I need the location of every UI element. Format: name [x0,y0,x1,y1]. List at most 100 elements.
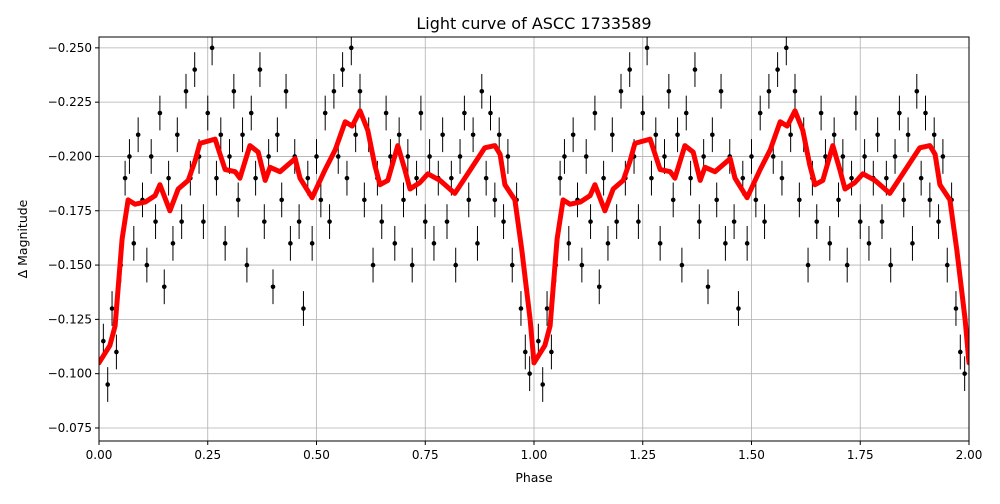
data-point [683,110,689,116]
data-point [601,175,606,181]
data-point [540,382,545,387]
data-point [331,89,337,94]
observation-points [101,37,967,402]
data-point [227,154,232,159]
data-point [679,262,685,268]
x-tick-label: 0.25 [194,448,221,462]
x-axis-label: Phase [515,470,553,485]
x-tick-label: 1.00 [521,448,548,462]
y-tick-label: −0.100 [48,367,92,381]
data-point [440,132,445,138]
data-point [318,197,324,203]
data-point [453,262,459,268]
data-point [644,45,650,51]
data-point [757,110,763,116]
data-point [840,154,846,159]
x-tick-label: 1.75 [847,448,874,462]
data-point [705,284,711,290]
data-point [857,219,863,224]
data-point [349,45,354,51]
axis-ticks: 0.00 0.25 0.50 0.75 1.00 1.25 1.50 1.75 2.00 −0.2… [48,41,983,462]
data-point [557,175,563,181]
data-point [288,241,293,246]
data-point [170,241,176,246]
data-point [844,262,850,268]
data-point [897,110,902,116]
data-point [509,262,515,268]
data-point [718,89,724,94]
data-point [714,197,719,203]
data-point [392,241,398,246]
data-point [640,110,646,116]
y-tick-label: −0.250 [48,41,92,55]
data-point [888,262,893,268]
data-point [570,132,576,138]
data-point [501,219,506,224]
data-point [305,175,311,181]
data-point [610,132,615,138]
data-point [536,338,541,344]
data-point [962,371,967,376]
data-point [205,110,211,116]
data-point [314,154,319,159]
data-point [192,67,197,72]
data-point [122,175,128,181]
data-point [396,132,402,138]
data-point [209,45,215,51]
data-point [131,241,137,246]
data-point [779,175,785,181]
data-point [179,219,184,224]
data-point [770,154,776,159]
data-point [340,67,345,72]
data-point [114,349,119,355]
data-point [953,306,959,311]
data-point [144,262,150,268]
data-point [666,89,672,94]
data-point [627,67,632,72]
model-line [99,108,537,366]
data-point [614,219,619,224]
data-point [327,219,332,224]
data-point [918,175,924,181]
data-point [253,175,258,181]
data-point [958,349,963,355]
data-point [618,89,624,94]
data-point [475,241,480,246]
data-point [127,154,132,159]
data-point [275,132,280,138]
data-point [370,262,376,268]
data-point [283,89,289,94]
data-point [405,154,411,159]
data-point [592,110,598,116]
data-point [818,110,824,116]
data-point [279,197,285,203]
y-tick-label: −0.125 [48,312,92,326]
data-point [414,175,419,181]
data-point [483,175,489,181]
data-point [235,197,241,203]
data-point [670,197,676,203]
data-point [466,197,472,203]
data-point [562,154,567,159]
data-point [449,175,454,181]
data-point [431,241,437,246]
data-point [401,197,406,203]
data-point [784,45,789,51]
data-point [135,132,141,138]
data-point [148,154,154,159]
data-point [544,306,550,311]
y-tick-label: −0.225 [48,95,92,109]
data-point [588,219,593,224]
data-point [166,175,171,181]
data-point [470,132,476,138]
data-point [262,219,267,224]
data-point [101,338,106,344]
data-point [527,371,532,376]
data-point [479,89,485,94]
data-point [183,89,189,94]
data-point [910,241,915,246]
data-point [905,132,911,138]
data-point [270,284,276,290]
chart-title: Light curve of ASCC 1733589 [416,14,651,33]
